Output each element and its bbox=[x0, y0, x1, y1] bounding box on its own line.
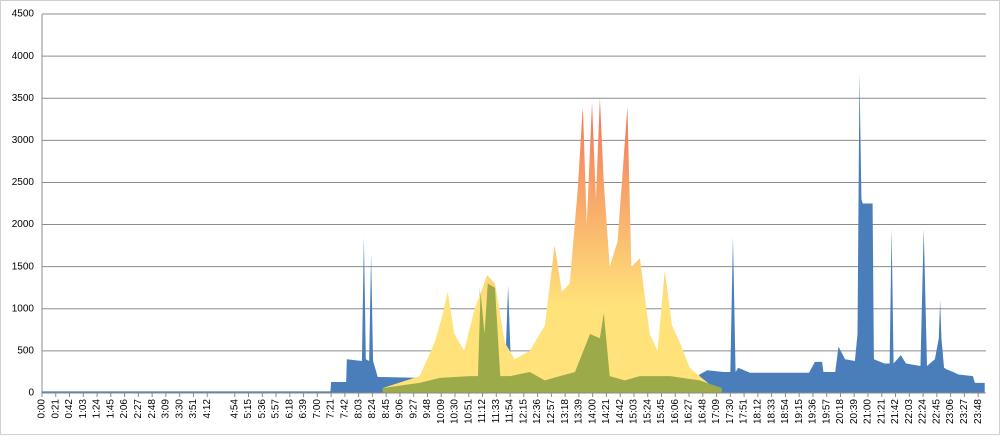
x-tick-label: 13:18 bbox=[560, 399, 571, 424]
x-tick-label: 19:36 bbox=[808, 399, 819, 424]
x-tick-label: 18:33 bbox=[766, 399, 777, 424]
x-tick-label: 23:06 bbox=[945, 399, 956, 424]
x-tick-label: 8:45 bbox=[381, 399, 392, 419]
x-tick-label: 5:57 bbox=[271, 399, 282, 419]
x-tick-label: 20:18 bbox=[835, 399, 846, 424]
x-tick-label: 8:03 bbox=[353, 399, 364, 419]
x-tick-label: 5:15 bbox=[243, 399, 254, 419]
x-tick-label: 15:24 bbox=[642, 399, 653, 424]
x-tick-label: 1:45 bbox=[105, 399, 116, 419]
x-tick-label: 22:03 bbox=[904, 399, 915, 424]
y-tick-label: 4000 bbox=[12, 51, 35, 62]
x-tick-label: 14:21 bbox=[601, 399, 612, 424]
x-tick-label: 17:09 bbox=[711, 399, 722, 424]
x-tick-label: 9:06 bbox=[395, 399, 406, 419]
y-tick-label: 1500 bbox=[12, 261, 35, 272]
x-tick-label: 23:48 bbox=[973, 399, 984, 424]
y-tick-label: 1000 bbox=[12, 303, 35, 314]
y-tick-label: 2000 bbox=[12, 219, 35, 230]
y-tick-label: 4500 bbox=[12, 9, 35, 20]
x-tick-label: 22:24 bbox=[918, 399, 929, 424]
x-tick-label: 15:03 bbox=[629, 399, 640, 424]
x-tick-label: 0:21 bbox=[50, 399, 61, 419]
x-tick-label: 16:48 bbox=[697, 399, 708, 424]
x-tick-label: 7:21 bbox=[326, 399, 337, 419]
x-tick-label: 17:30 bbox=[725, 399, 736, 424]
x-tick-label: 18:54 bbox=[780, 399, 791, 424]
x-tick-label: 12:15 bbox=[518, 399, 529, 424]
x-tick-label: 3:30 bbox=[174, 399, 185, 419]
y-tick-label: 3000 bbox=[12, 135, 35, 146]
x-tick-label: 6:18 bbox=[284, 399, 295, 419]
x-tick-label: 19:15 bbox=[794, 399, 805, 424]
x-tick-label: 0:00 bbox=[37, 399, 48, 419]
y-tick-label: 500 bbox=[17, 346, 34, 357]
x-tick-label: 0:42 bbox=[64, 399, 75, 419]
x-tick-label: 6:39 bbox=[298, 399, 309, 419]
x-tick-label: 1:03 bbox=[78, 399, 89, 419]
y-tick-label: 3500 bbox=[12, 93, 35, 104]
x-tick-label: 4:12 bbox=[202, 399, 213, 419]
x-tick-label: 11:33 bbox=[491, 399, 502, 424]
x-tick-label: 11:54 bbox=[505, 399, 516, 424]
x-tick-label: 20:39 bbox=[849, 399, 860, 424]
x-tick-label: 9:48 bbox=[422, 399, 433, 419]
x-tick-label: 10:30 bbox=[450, 399, 461, 424]
x-tick-label: 2:27 bbox=[133, 399, 144, 419]
x-tick-label: 16:06 bbox=[670, 399, 681, 424]
x-tick-label: 21:00 bbox=[863, 399, 874, 424]
x-tick-label: 19:57 bbox=[821, 399, 832, 424]
x-tick-label: 17:51 bbox=[739, 399, 750, 424]
x-tick-label: 22:45 bbox=[931, 399, 942, 424]
x-tick-label: 23:27 bbox=[959, 399, 970, 424]
x-tick-label: 12:57 bbox=[546, 399, 557, 424]
area bbox=[382, 98, 722, 393]
area bbox=[42, 72, 985, 393]
x-tick-label: 1:24 bbox=[92, 399, 103, 419]
x-tick-label: 12:36 bbox=[532, 399, 543, 424]
x-tick-label: 15:45 bbox=[656, 399, 667, 424]
x-tick-label: 3:09 bbox=[161, 399, 172, 419]
x-tick-label: 16:27 bbox=[684, 399, 695, 424]
x-tick-label: 9:27 bbox=[408, 399, 419, 419]
x-tick-label: 14:42 bbox=[615, 399, 626, 424]
x-tick-label: 10:51 bbox=[463, 399, 474, 424]
x-tick-label: 13:39 bbox=[574, 399, 585, 424]
area bbox=[382, 283, 722, 393]
x-tick-label: 14:00 bbox=[587, 399, 598, 424]
x-tick-label: 8:24 bbox=[367, 399, 378, 419]
x-tick-label: 21:21 bbox=[876, 399, 887, 424]
x-tick-label: 10:09 bbox=[436, 399, 447, 424]
x-tick-label: 18:12 bbox=[753, 399, 764, 424]
x-tick-label: 11:12 bbox=[477, 399, 488, 424]
x-tick-label: 7:00 bbox=[312, 399, 323, 419]
x-tick-label: 7:42 bbox=[340, 399, 351, 419]
y-tick-label: 2500 bbox=[12, 177, 35, 188]
y-tick-label: 0 bbox=[28, 388, 34, 399]
x-tick-label: 3:51 bbox=[188, 399, 199, 419]
x-tick-label: 4:54 bbox=[229, 399, 240, 419]
x-tick-label: 2:06 bbox=[119, 399, 130, 419]
x-tick-label: 21:42 bbox=[890, 399, 901, 424]
x-tick-label: 2:48 bbox=[147, 399, 158, 419]
x-tick-label: 5:36 bbox=[257, 399, 268, 419]
